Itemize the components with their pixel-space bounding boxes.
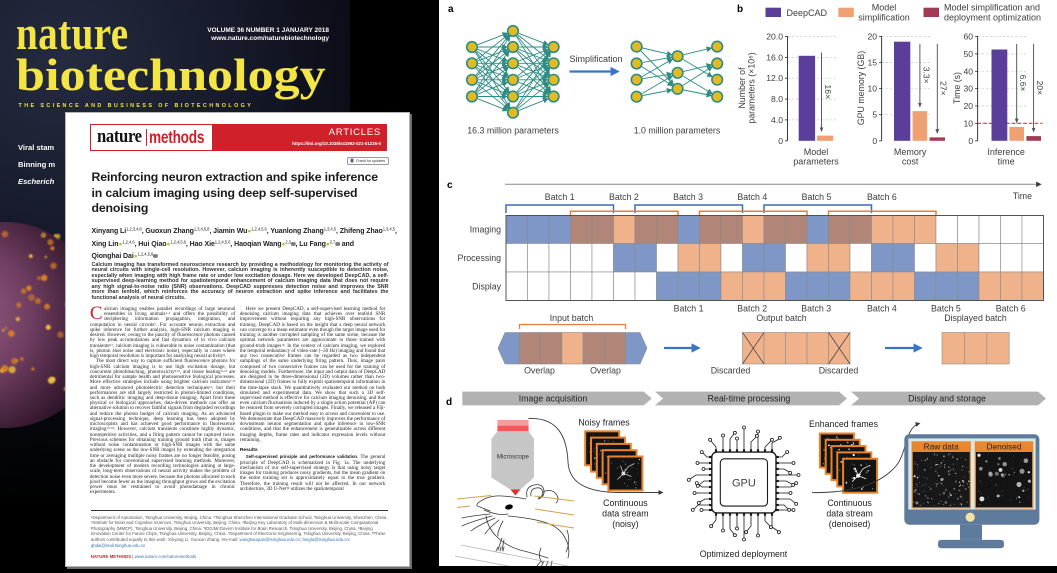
- svg-text:20.0: 20.0: [766, 32, 783, 42]
- svg-text:3.3×: 3.3×: [921, 67, 931, 84]
- svg-text:Batch 4: Batch 4: [867, 304, 897, 314]
- svg-text:data stream: data stream: [826, 509, 872, 519]
- svg-text:0: 0: [778, 136, 783, 146]
- svg-text:Denoised: Denoised: [986, 442, 1021, 452]
- svg-text:40: 40: [964, 66, 974, 76]
- svg-text:d: d: [446, 397, 452, 408]
- svg-text:Batch 4: Batch 4: [737, 192, 767, 202]
- svg-text:0: 0: [968, 136, 973, 146]
- svg-text:Batch 3: Batch 3: [801, 304, 831, 314]
- svg-text:Batch 6: Batch 6: [867, 192, 897, 202]
- svg-text:Batch 5: Batch 5: [931, 304, 961, 314]
- svg-text:Real-time processing: Real-time processing: [708, 394, 791, 404]
- svg-text:Time: Time: [1013, 191, 1032, 201]
- svg-text:6.6×: 6.6×: [1018, 75, 1028, 92]
- svg-text:a: a: [448, 4, 454, 15]
- svg-text:20: 20: [964, 101, 974, 111]
- svg-text:12.0: 12.0: [766, 73, 783, 83]
- svg-text:deployment optimization: deployment optimization: [944, 13, 1041, 23]
- svg-text:parameters (×10⁶): parameters (×10⁶): [747, 52, 757, 123]
- svg-text:Model: Model: [804, 147, 829, 157]
- svg-text:Batch 5: Batch 5: [802, 192, 832, 202]
- svg-text:1.0 million parameters: 1.0 million parameters: [634, 126, 721, 136]
- svg-text:simplification: simplification: [858, 13, 910, 23]
- svg-text:Batch 3: Batch 3: [673, 192, 703, 202]
- svg-text:Discarded: Discarded: [711, 366, 751, 376]
- svg-text:10: 10: [964, 118, 974, 128]
- svg-text:Displayed batch: Displayed batch: [944, 313, 1007, 323]
- svg-text:16.3 million parameters: 16.3 million parameters: [467, 126, 559, 136]
- svg-text:Overlap: Overlap: [524, 366, 555, 376]
- svg-text:Batch 1: Batch 1: [545, 192, 575, 202]
- svg-text:Processing: Processing: [457, 253, 501, 263]
- svg-text:20×: 20×: [1035, 81, 1045, 96]
- svg-text:16×: 16×: [823, 85, 833, 100]
- svg-text:Continuous: Continuous: [827, 498, 872, 508]
- svg-text:Noisy frames: Noisy frames: [578, 418, 630, 428]
- svg-text:8.0: 8.0: [771, 94, 783, 104]
- svg-text:GPU memory (GB): GPU memory (GB): [856, 51, 866, 125]
- svg-text:Number of: Number of: [737, 67, 747, 109]
- svg-text:Optimized deployment: Optimized deployment: [700, 549, 788, 559]
- svg-text:5: 5: [872, 110, 877, 120]
- svg-text:Display and storage: Display and storage: [908, 394, 986, 404]
- svg-text:Output batch: Output batch: [756, 313, 806, 323]
- svg-text:30: 30: [964, 84, 974, 94]
- svg-text:(denoised): (denoised): [829, 519, 871, 529]
- svg-text:b: b: [737, 4, 743, 15]
- svg-text:Image acquisition: Image acquisition: [519, 394, 588, 404]
- svg-text:Memory: Memory: [894, 147, 927, 157]
- svg-text:DeepCAD: DeepCAD: [787, 8, 828, 18]
- svg-text:10: 10: [868, 84, 878, 94]
- svg-text:parameters: parameters: [793, 157, 839, 167]
- svg-text:(noisy): (noisy): [612, 519, 638, 529]
- svg-text:Time (s): Time (s): [952, 72, 962, 104]
- svg-text:0: 0: [872, 136, 877, 146]
- svg-text:4.0: 4.0: [771, 115, 783, 125]
- svg-text:Input batch: Input batch: [550, 313, 594, 323]
- svg-text:60: 60: [964, 32, 974, 42]
- svg-text:27×: 27×: [939, 81, 949, 96]
- svg-text:Continuous: Continuous: [603, 498, 648, 508]
- svg-text:Batch 6: Batch 6: [996, 304, 1026, 314]
- svg-text:Enhanced frames: Enhanced frames: [809, 419, 879, 429]
- svg-text:Simplification: Simplification: [569, 54, 622, 64]
- svg-text:Discarded: Discarded: [819, 366, 859, 376]
- svg-text:20: 20: [868, 32, 878, 42]
- svg-text:Batch 1: Batch 1: [674, 304, 704, 314]
- svg-text:Model simplification and: Model simplification and: [944, 3, 1040, 13]
- svg-text:Display: Display: [472, 282, 501, 292]
- svg-text:Overlap: Overlap: [590, 366, 621, 376]
- svg-text:Batch 2: Batch 2: [609, 192, 639, 202]
- svg-text:Model: Model: [872, 3, 897, 13]
- svg-text:c: c: [447, 180, 453, 191]
- svg-text:Imaging: Imaging: [470, 225, 501, 235]
- svg-text:Inference: Inference: [987, 147, 1025, 157]
- svg-text:15: 15: [868, 58, 878, 68]
- svg-text:Microscope: Microscope: [497, 454, 530, 461]
- svg-text:16.0: 16.0: [766, 52, 783, 62]
- svg-text:cost: cost: [902, 157, 919, 167]
- svg-text:Raw data: Raw data: [924, 442, 959, 452]
- svg-text:GPU: GPU: [732, 478, 756, 490]
- svg-text:Batch 2: Batch 2: [737, 304, 767, 314]
- svg-text:50: 50: [964, 49, 974, 59]
- svg-text:data stream: data stream: [602, 509, 648, 519]
- svg-text:time: time: [998, 157, 1015, 167]
